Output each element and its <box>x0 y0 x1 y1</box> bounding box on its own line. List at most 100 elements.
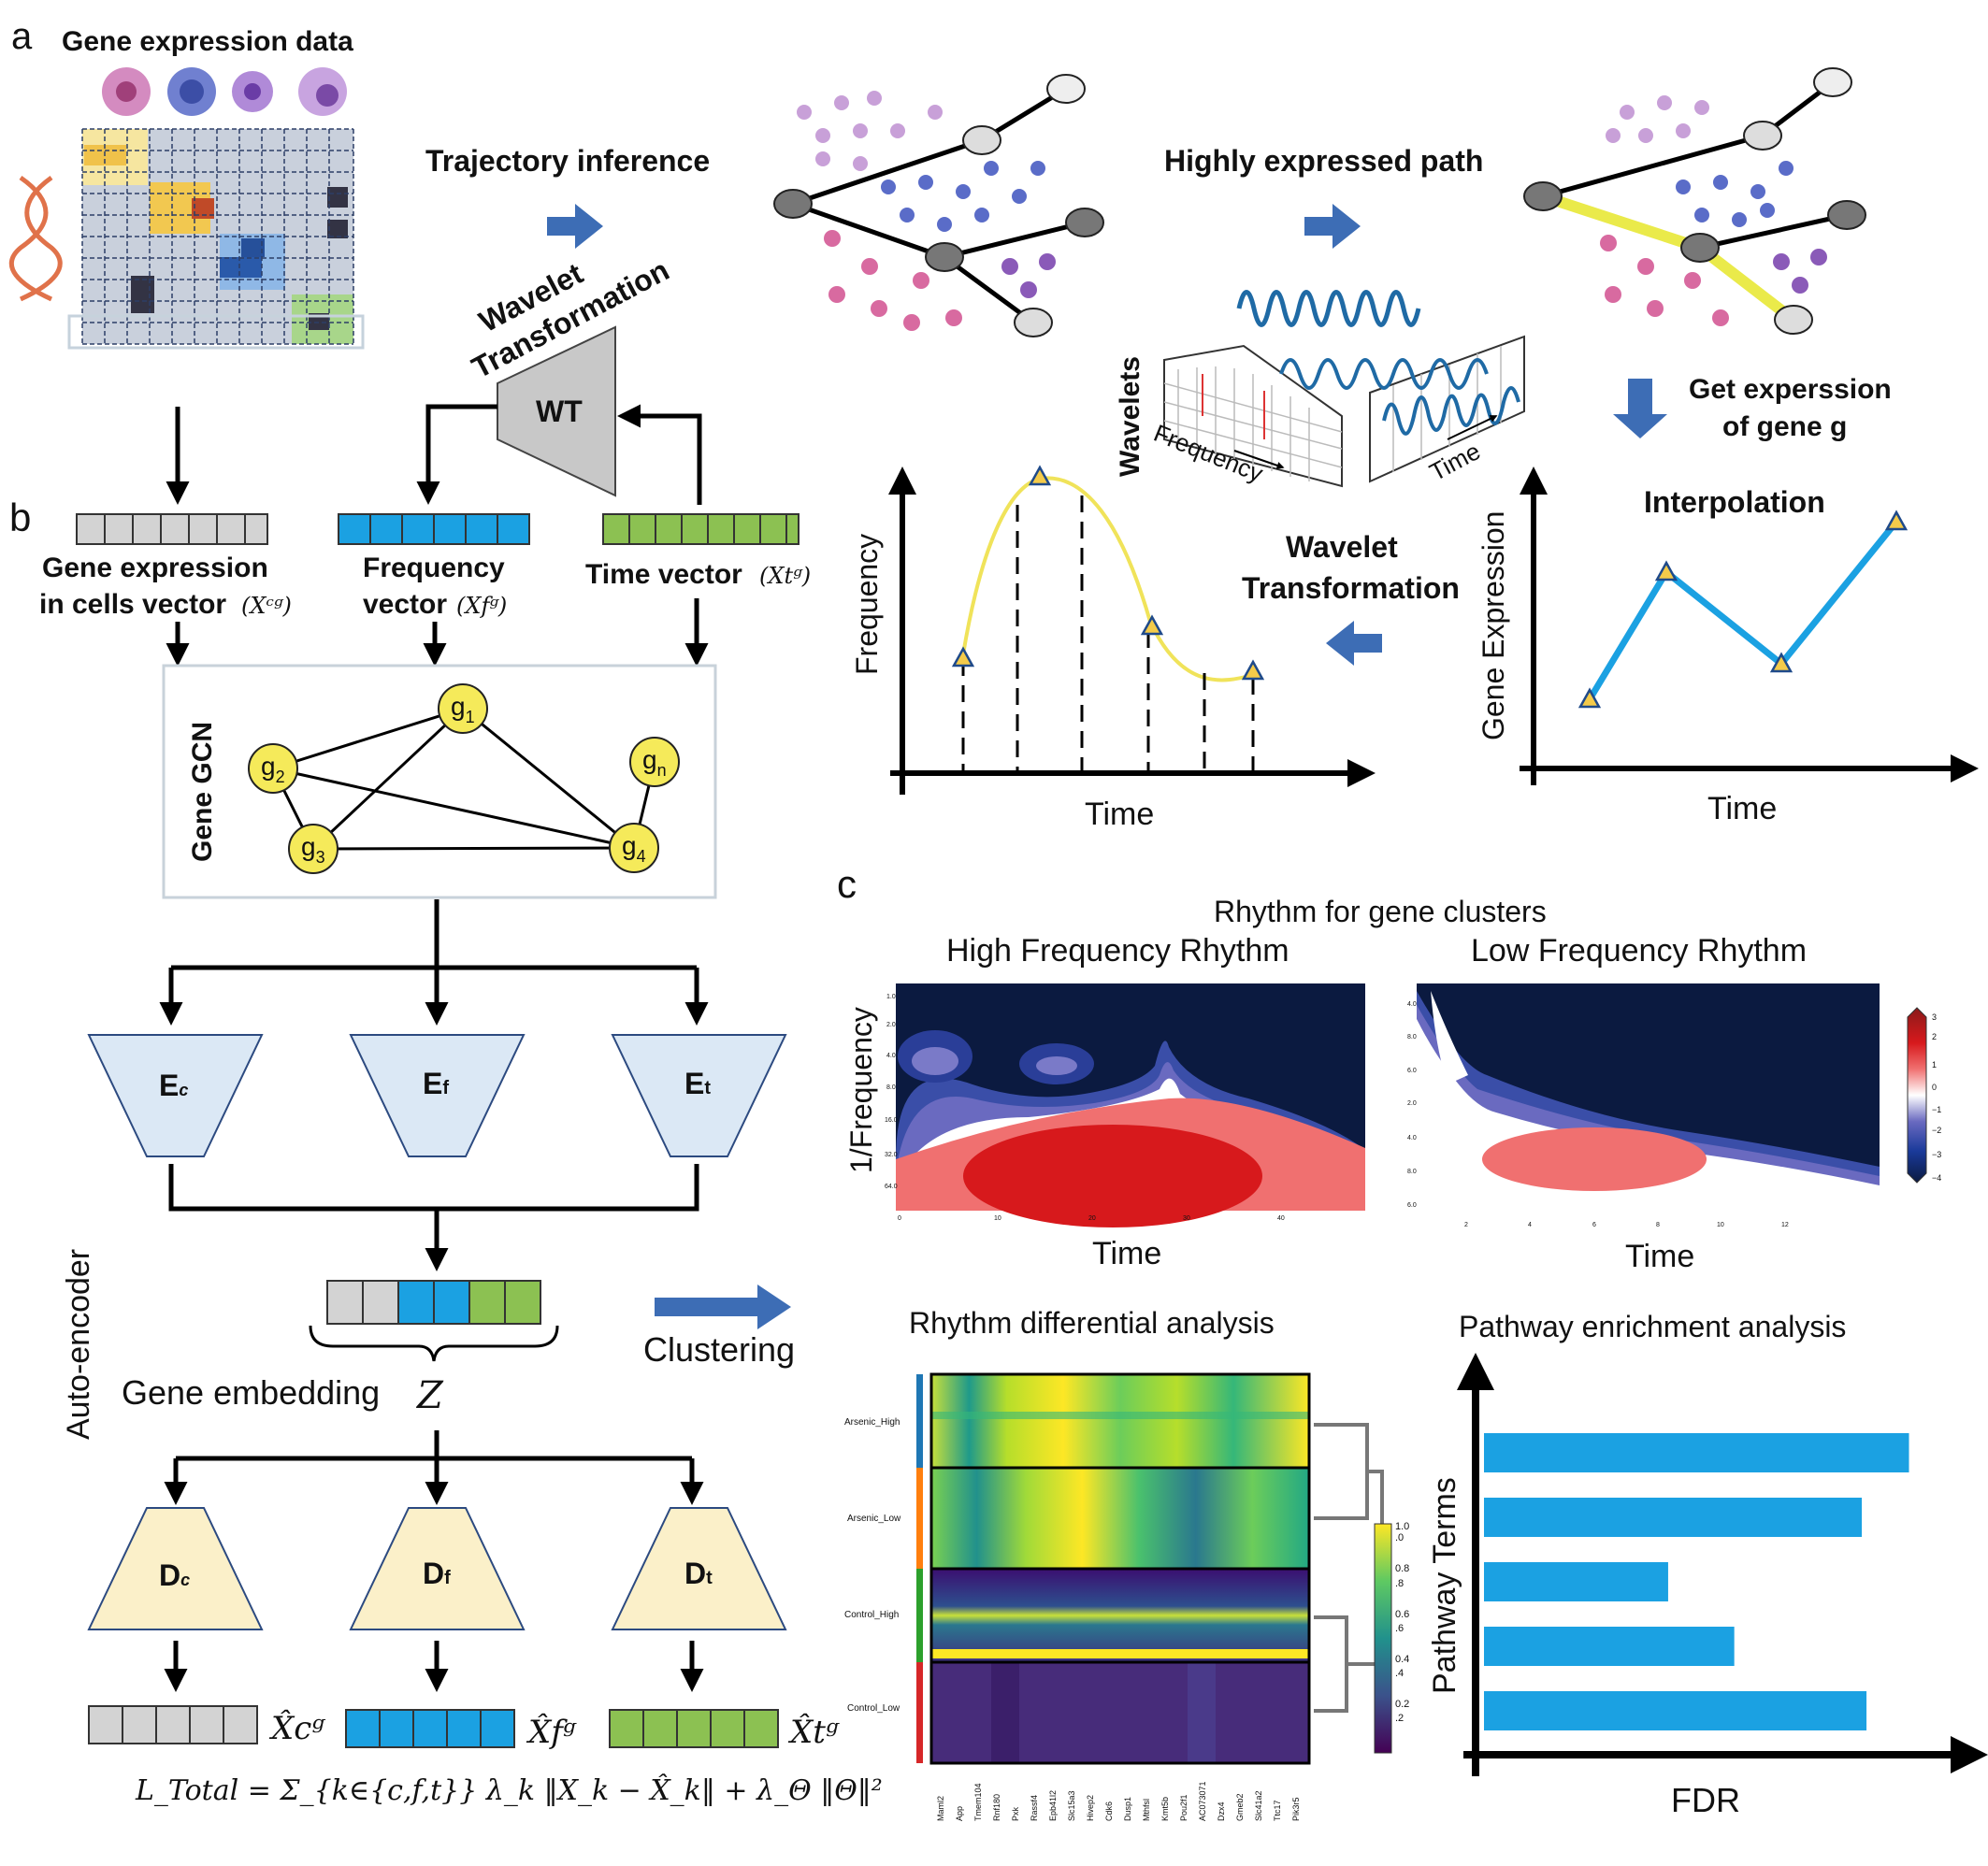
cbar-tick-3: 0 <box>1932 1083 1937 1092</box>
heat-gene-1: App <box>955 1806 964 1821</box>
high-x-tick-1: 10 <box>994 1215 1001 1222</box>
wt-label: WT <box>536 395 583 428</box>
heat-dendrogram <box>1314 1423 1384 1713</box>
low-title: Low Frequency Rhythm <box>1471 933 1807 969</box>
low-y-tick-4: 4.0 <box>1407 1135 1417 1141</box>
get-expression-line1: Get experssion <box>1689 374 1892 405</box>
diff-title: Rhythm differential analysis <box>909 1306 1275 1340</box>
time-label-right: Time <box>1625 1239 1694 1274</box>
wt-left-arrow <box>416 404 497 505</box>
pathway-bars <box>1484 1433 1909 1730</box>
pathway-bar-3 <box>1484 1627 1735 1666</box>
heat-row-1: Arsenic_Low <box>847 1514 901 1524</box>
cbar-tick-6: −3 <box>1932 1150 1941 1159</box>
heat-gene-2: Tmem104 <box>973 1783 983 1821</box>
panel-b-letter: b <box>9 495 31 539</box>
low-y-tick-1: 8.0 <box>1407 1034 1417 1041</box>
high-title: High Frequency Rhythm <box>946 933 1289 969</box>
high-x-tick-3: 30 <box>1183 1215 1190 1222</box>
high-x-tick-0: 0 <box>898 1215 901 1222</box>
freq-vector-line1: Frequency <box>363 553 505 583</box>
cbar-tick-4: −1 <box>1932 1105 1941 1114</box>
cbar-tick-2: 1 <box>1932 1060 1937 1069</box>
encoder-c: Ec <box>159 1069 188 1102</box>
time-vector-label: Time vector <box>585 559 742 590</box>
heat-cbar-7: .4 <box>1395 1668 1404 1679</box>
cells-vector <box>76 513 268 545</box>
autoencoder-label: Auto-encoder <box>61 1249 96 1440</box>
embedding-brace <box>309 1325 559 1362</box>
gcn-node-g1: g1 <box>451 692 475 726</box>
low-y-tick-6: 6.0 <box>1407 1202 1417 1209</box>
heat-gene-4: Pxk <box>1011 1806 1020 1821</box>
low-x-tick-3: 8 <box>1656 1222 1660 1228</box>
heat-gene-11: Mthfsl <box>1142 1799 1151 1821</box>
heat-gene-9: Cdk6 <box>1104 1801 1114 1821</box>
recon-t-sym: X̂tᵍ <box>787 1713 840 1751</box>
heat-gene-6: Epb41l2 <box>1048 1790 1058 1821</box>
wavelets-illustration: Wavelets Frequency Time <box>1115 290 1525 488</box>
expression-matrix <box>67 128 365 350</box>
recon-freq-vector <box>345 1709 515 1748</box>
heat-gene-5: Rassf4 <box>1030 1795 1039 1821</box>
heat-cbar-2: 0.8 <box>1395 1563 1409 1574</box>
low-y-tick-0: 4.0 <box>1407 1001 1417 1008</box>
frequency-vector <box>338 513 530 545</box>
heat-gene-10: Dusp1 <box>1123 1797 1132 1821</box>
heat-row-2: Control_High <box>844 1610 899 1620</box>
low-x-tick-0: 2 <box>1464 1222 1468 1228</box>
gcn-node-gn: gn <box>642 745 667 780</box>
cbar-tick-1: 2 <box>1932 1032 1937 1041</box>
fanout-lines <box>171 899 697 970</box>
trajectory-label: Trajectory inference <box>425 144 710 178</box>
time-vector <box>602 513 800 545</box>
highly-expressed-label: Highly expressed path <box>1164 144 1483 178</box>
embedding-label: Gene embedding <box>122 1373 380 1412</box>
cbar-tick-5: −2 <box>1932 1126 1941 1135</box>
decoder-c: Dc <box>159 1558 190 1592</box>
heat-gene-18: Ttc17 <box>1273 1800 1282 1821</box>
contour-colorbar: 3 2 1 0 −1 −2 −3 −4 <box>1907 1007 1941 1184</box>
high-y-tick-4: 16.0 <box>885 1117 898 1124</box>
low-y-tick-2: 6.0 <box>1407 1068 1417 1074</box>
loss-formula: L_Total = Σ_{k∈{c,f,t}} λ_k ‖X_k − X̂_k‖… <box>135 1774 883 1807</box>
low-freq-contour: 4.0 8.0 6.0 2.0 4.0 8.0 6.0 2 4 6 8 10 1… <box>1407 983 1880 1228</box>
high-x-tick-4: 40 <box>1277 1215 1285 1222</box>
high-y-tick-0: 1.0 <box>886 994 896 1000</box>
heat-row-3: Control_Low <box>847 1703 900 1714</box>
pathway-bar-2 <box>1484 1562 1668 1601</box>
pathway-bar-1 <box>1484 1498 1862 1537</box>
highlighted-path-tree <box>1523 67 1866 335</box>
heat-cbar-1: .0 <box>1395 1532 1404 1543</box>
heat-cbar-8: 0.2 <box>1395 1699 1409 1710</box>
gcn-node-g4: g4 <box>622 831 646 866</box>
pathway-bar-0 <box>1484 1433 1909 1472</box>
freq-vector-sym: (Xfᵍ) <box>456 593 507 619</box>
low-x-tick-5: 12 <box>1781 1222 1789 1228</box>
pathway-chart: Pathway Terms FDR <box>1427 1353 1988 1819</box>
heat-row-0: Arsenic_High <box>844 1417 900 1428</box>
gcn-node-g2: g2 <box>261 752 285 786</box>
gene-expression-title: Gene expression data <box>62 26 353 57</box>
gene-expression-axis: Gene Expression <box>1477 511 1510 740</box>
heat-cbar-9: .2 <box>1395 1713 1404 1724</box>
heat-cbar-5: .6 <box>1395 1623 1404 1634</box>
low-x-tick-1: 4 <box>1528 1222 1532 1228</box>
decoders <box>87 1507 787 1630</box>
pathway-x-label: FDR <box>1671 1781 1740 1819</box>
time-vector-sym: (Xtᵍ) <box>759 563 811 589</box>
gcn-nodes <box>248 683 680 874</box>
heat-gene-0: Maml2 <box>936 1796 945 1821</box>
heat-gene-16: Gmeb2 <box>1235 1793 1245 1821</box>
heat-cbar-4: 0.6 <box>1395 1609 1409 1620</box>
wavelets-label: Wavelets <box>1115 356 1145 477</box>
recon-c-sym: X̂cᵍ <box>268 1709 325 1747</box>
high-y-tick-1: 2.0 <box>886 1022 896 1028</box>
high-y-tick-2: 4.0 <box>886 1053 896 1059</box>
embedding-vector <box>326 1280 541 1325</box>
dna-icon <box>8 175 63 302</box>
embedding-sym: Z <box>415 1374 444 1417</box>
pathway-bar-4 <box>1484 1691 1867 1730</box>
encoder-f: Ef <box>423 1067 449 1100</box>
recon-time-vector <box>609 1709 779 1748</box>
